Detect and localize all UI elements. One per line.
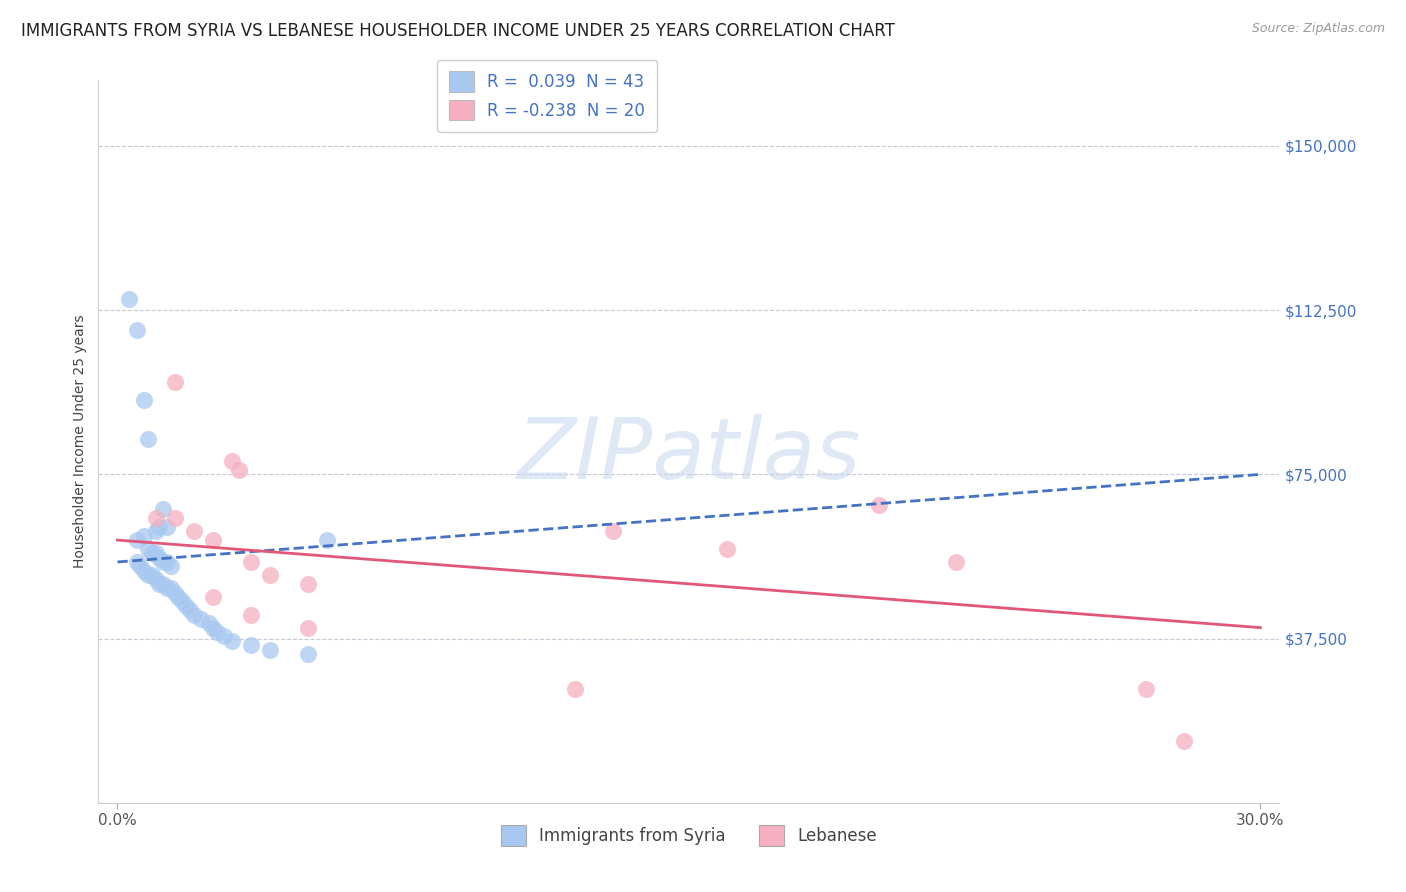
Point	[156, 520, 179, 534]
Point	[212, 629, 235, 643]
Point	[136, 568, 159, 582]
Point	[159, 559, 181, 574]
Point	[239, 555, 262, 569]
Point	[167, 590, 190, 604]
Point	[145, 524, 167, 539]
Point	[259, 642, 281, 657]
Point	[125, 555, 148, 569]
Point	[297, 621, 319, 635]
Point	[118, 292, 141, 306]
Point	[297, 647, 319, 661]
Point	[198, 616, 221, 631]
Point	[145, 546, 167, 560]
Point	[716, 541, 738, 556]
Point	[259, 568, 281, 582]
Point	[205, 625, 228, 640]
Point	[239, 638, 262, 652]
Text: Source: ZipAtlas.com: Source: ZipAtlas.com	[1251, 22, 1385, 36]
Point	[945, 555, 967, 569]
Point	[179, 603, 201, 617]
Point	[183, 524, 205, 539]
Text: ZIPatlas: ZIPatlas	[517, 415, 860, 498]
Point	[129, 559, 152, 574]
Point	[148, 550, 170, 565]
Point	[156, 581, 179, 595]
Point	[239, 607, 262, 622]
Point	[134, 392, 156, 407]
Point	[141, 568, 163, 582]
Point	[868, 498, 890, 512]
Point	[201, 621, 224, 635]
Point	[297, 577, 319, 591]
Point	[152, 502, 174, 516]
Point	[159, 581, 181, 595]
Point	[134, 529, 156, 543]
Point	[136, 541, 159, 556]
Point	[145, 511, 167, 525]
Point	[156, 555, 179, 569]
Point	[183, 607, 205, 622]
Point	[1173, 734, 1195, 748]
Point	[134, 564, 156, 578]
Point	[564, 681, 586, 696]
Point	[190, 612, 212, 626]
Point	[136, 433, 159, 447]
Legend: Immigrants from Syria, Lebanese: Immigrants from Syria, Lebanese	[495, 819, 883, 852]
Point	[201, 590, 224, 604]
Point	[172, 594, 194, 608]
Point	[152, 555, 174, 569]
Point	[163, 376, 186, 390]
Point	[125, 533, 148, 547]
Y-axis label: Householder Income Under 25 years: Householder Income Under 25 years	[73, 315, 87, 568]
Point	[316, 533, 339, 547]
Point	[145, 573, 167, 587]
Point	[141, 546, 163, 560]
Point	[1135, 681, 1157, 696]
Point	[602, 524, 624, 539]
Point	[148, 520, 170, 534]
Point	[221, 454, 243, 468]
Point	[174, 599, 197, 613]
Point	[163, 511, 186, 525]
Text: IMMIGRANTS FROM SYRIA VS LEBANESE HOUSEHOLDER INCOME UNDER 25 YEARS CORRELATION : IMMIGRANTS FROM SYRIA VS LEBANESE HOUSEH…	[21, 22, 896, 40]
Point	[163, 585, 186, 599]
Point	[221, 633, 243, 648]
Point	[148, 577, 170, 591]
Point	[125, 323, 148, 337]
Point	[152, 577, 174, 591]
Point	[228, 463, 250, 477]
Point	[201, 533, 224, 547]
